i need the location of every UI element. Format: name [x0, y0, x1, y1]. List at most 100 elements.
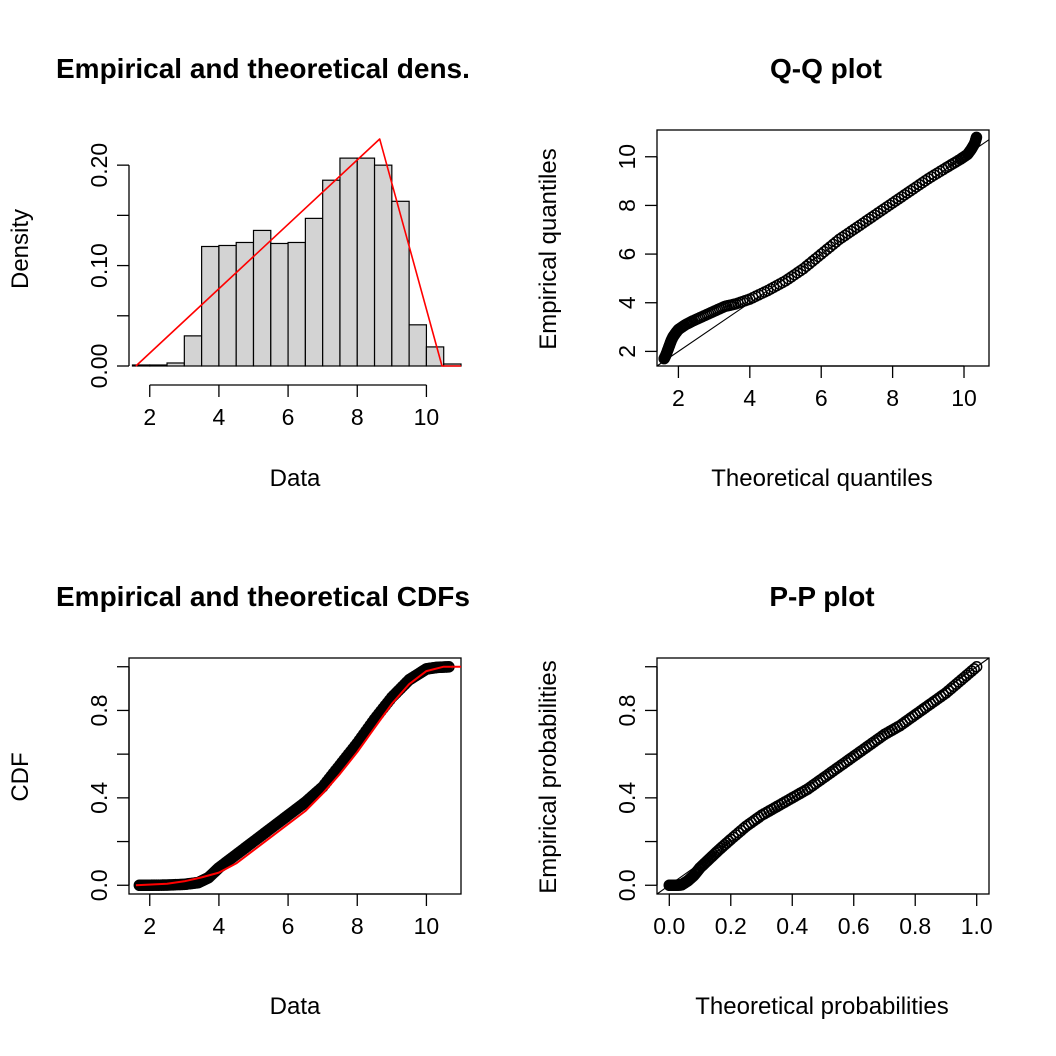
qq-point [904, 185, 917, 197]
x-tick-label: 6 [282, 404, 295, 430]
y-tick-label: 0.4 [614, 782, 640, 814]
histogram-bar [339, 157, 358, 367]
qq-point [842, 227, 854, 240]
qq-point [851, 221, 863, 234]
pp-ylabel: Empirical probabilities [535, 660, 562, 893]
x-tick-label: 4 [213, 913, 226, 939]
y-tick-label: 6 [614, 248, 640, 261]
cdf-title: Empirical and theoretical CDFs [56, 581, 470, 612]
qq-point [883, 199, 896, 211]
qq-point [845, 225, 857, 238]
histogram-bar [322, 179, 341, 367]
cdf-xlabel: Data [270, 993, 321, 1020]
qq-point [889, 195, 902, 207]
qq-point [875, 205, 887, 217]
qq-point [791, 267, 804, 279]
histogram-bar [131, 364, 151, 367]
qq-point [886, 197, 899, 209]
x-tick-label: 2 [143, 404, 156, 430]
qq-point [901, 187, 914, 199]
qq-point [892, 193, 905, 205]
qq-point [910, 181, 923, 193]
density-panel: Empirical and theoretical dens. Data Den… [7, 53, 470, 492]
histogram-bar [235, 241, 255, 367]
qq-point [848, 223, 860, 236]
qq-plot-area: 2 4 6 8 10 2 4 6 8 10 [614, 129, 990, 411]
qq-point [880, 201, 893, 213]
y-tick-label: 0.8 [86, 694, 112, 726]
y-tick-label: 0.0 [86, 869, 112, 901]
histogram-bar [183, 335, 203, 367]
x-tick-label: 4 [743, 385, 756, 411]
density-title: Empirical and theoretical dens. [56, 53, 470, 84]
histogram-bar [304, 217, 324, 367]
plot-frame [128, 657, 462, 895]
histogram-bar [218, 244, 237, 367]
qq-ylabel: Empirical quantiles [535, 148, 562, 349]
histogram-bar [391, 200, 410, 367]
pp-title: P-P plot [769, 581, 874, 612]
qq-point [863, 213, 875, 225]
cdf-theoretical-line [135, 665, 461, 887]
x-tick-label: 10 [414, 404, 440, 430]
qq-point [782, 273, 795, 285]
qq-title: Q-Q plot [770, 53, 882, 84]
histogram-bar [425, 346, 445, 367]
y-tick-label: 0.00 [86, 344, 112, 389]
x-tick-label: 8 [351, 404, 364, 430]
qq-point [872, 207, 884, 219]
x-tick-label: 0.4 [776, 913, 808, 939]
qq-point [836, 231, 848, 244]
y-tick-label: 8 [614, 199, 640, 212]
cdf-panel: Empirical and theoretical CDFs Data CDF … [7, 581, 470, 1020]
qq-point [833, 233, 845, 246]
qq-point [970, 131, 983, 143]
pp-point [968, 663, 980, 675]
x-tick-label: 2 [143, 913, 156, 939]
y-tick-label: 0.10 [86, 243, 112, 288]
density-plot-area: 2 4 6 8 10 0.00 0.10 0.20 [86, 138, 462, 430]
density-xlabel: Data [270, 465, 321, 492]
histogram-bar [270, 242, 289, 367]
qq-point [866, 211, 878, 223]
x-tick-label: 8 [351, 913, 364, 939]
pp-panel: P-P plot Theoretical probabilities Empir… [535, 581, 993, 1020]
x-tick-label: 10 [414, 913, 440, 939]
qq-point [785, 271, 798, 283]
qq-point [919, 174, 932, 187]
qq-point [839, 229, 851, 242]
histogram-bar [287, 241, 306, 367]
qq-point [898, 189, 911, 201]
y-tick-label: 2 [614, 345, 640, 358]
y-tick-label: 0.0 [614, 869, 640, 901]
qq-point [869, 209, 881, 221]
x-tick-label: 8 [886, 385, 899, 411]
x-tick-label: 2 [672, 385, 685, 411]
density-fit-line [135, 138, 461, 367]
pp-plot-area: 0.0 0.2 0.4 0.6 0.8 1.0 0.0 0.4 0.8 [614, 657, 993, 939]
qq-point [895, 191, 908, 203]
x-tick-label: 0.6 [838, 913, 870, 939]
histogram-bar [408, 324, 428, 367]
qq-point [913, 179, 926, 191]
x-tick-label: 10 [951, 385, 977, 411]
qq-point [877, 203, 890, 215]
qq-point [907, 183, 920, 195]
x-tick-label: 4 [213, 404, 226, 430]
y-tick-label: 0.8 [614, 694, 640, 726]
qq-panel: Q-Q plot Theoretical quantiles Empirical… [535, 53, 990, 492]
y-tick-label: 0.4 [86, 782, 112, 814]
histogram-bar [356, 157, 376, 367]
density-ylabel: Density [7, 209, 34, 289]
x-tick-label: 1.0 [961, 913, 993, 939]
qq-point [779, 275, 792, 287]
x-tick-label: 0.2 [715, 913, 747, 939]
x-tick-label: 6 [815, 385, 828, 411]
histogram-bar [149, 364, 168, 367]
x-tick-label: 6 [282, 913, 295, 939]
histogram-bar [201, 245, 220, 367]
qq-point [860, 215, 872, 227]
cdf-empirical-line [139, 662, 451, 890]
x-tick-label: 0.8 [899, 913, 931, 939]
y-tick-label: 4 [614, 296, 640, 309]
